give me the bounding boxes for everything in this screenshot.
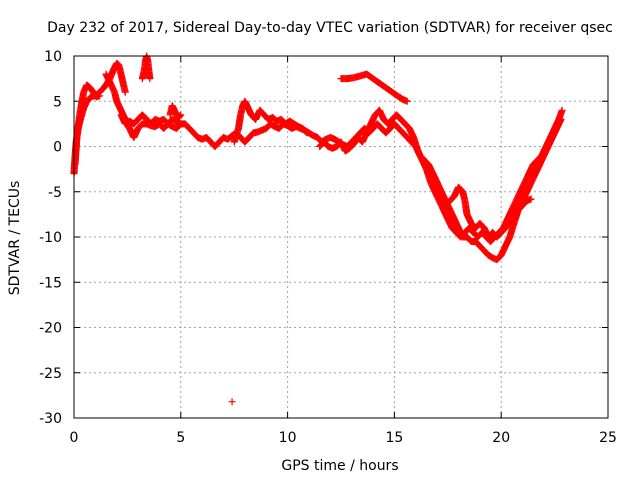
data-point: [146, 75, 154, 83]
data-point: [558, 106, 566, 114]
y-tick-labels: 10 5 0 -5 -10 -15 -20 -25 -30: [39, 49, 62, 427]
x-tick-label: 20: [492, 430, 510, 446]
data-point: [121, 88, 129, 96]
x-axis-label: GPS time / hours: [281, 458, 398, 474]
data-point: [403, 97, 411, 105]
x-tick-label: 0: [70, 430, 79, 446]
grid: [74, 56, 608, 418]
data-point: [303, 129, 311, 137]
x-tick-label: 5: [176, 430, 185, 446]
y-tick-label: 5: [53, 94, 62, 110]
data-point: [177, 120, 185, 128]
data-point: [527, 195, 535, 203]
y-tick-label: -30: [39, 411, 62, 427]
y-tick-label: -10: [39, 230, 62, 246]
y-tick-label: -25: [39, 366, 62, 382]
y-tick-label: -15: [39, 275, 62, 291]
y-tick-label: -20: [39, 321, 62, 337]
x-tick-label: 15: [385, 430, 403, 446]
chart-title: Day 232 of 2017, Sidereal Day-to-day VTE…: [47, 20, 613, 36]
data-point: [177, 111, 185, 119]
data-point: [96, 92, 104, 100]
y-tick-label: -5: [48, 185, 62, 201]
data-point: [228, 398, 236, 406]
x-tick-labels: 0 5 10 15 20 25: [70, 430, 617, 446]
plot-frame: [73, 55, 609, 419]
y-tick-label: 0: [53, 140, 62, 156]
data-points: [70, 52, 566, 406]
y-tick-label: 10: [44, 49, 62, 65]
y-axis-label: SDTVAR / TECUs: [7, 181, 23, 296]
data-point: [302, 128, 310, 136]
data-point: [301, 127, 309, 135]
x-tick-label: 10: [279, 430, 297, 446]
x-tick-label: 25: [599, 430, 617, 446]
data-point: [176, 112, 184, 120]
